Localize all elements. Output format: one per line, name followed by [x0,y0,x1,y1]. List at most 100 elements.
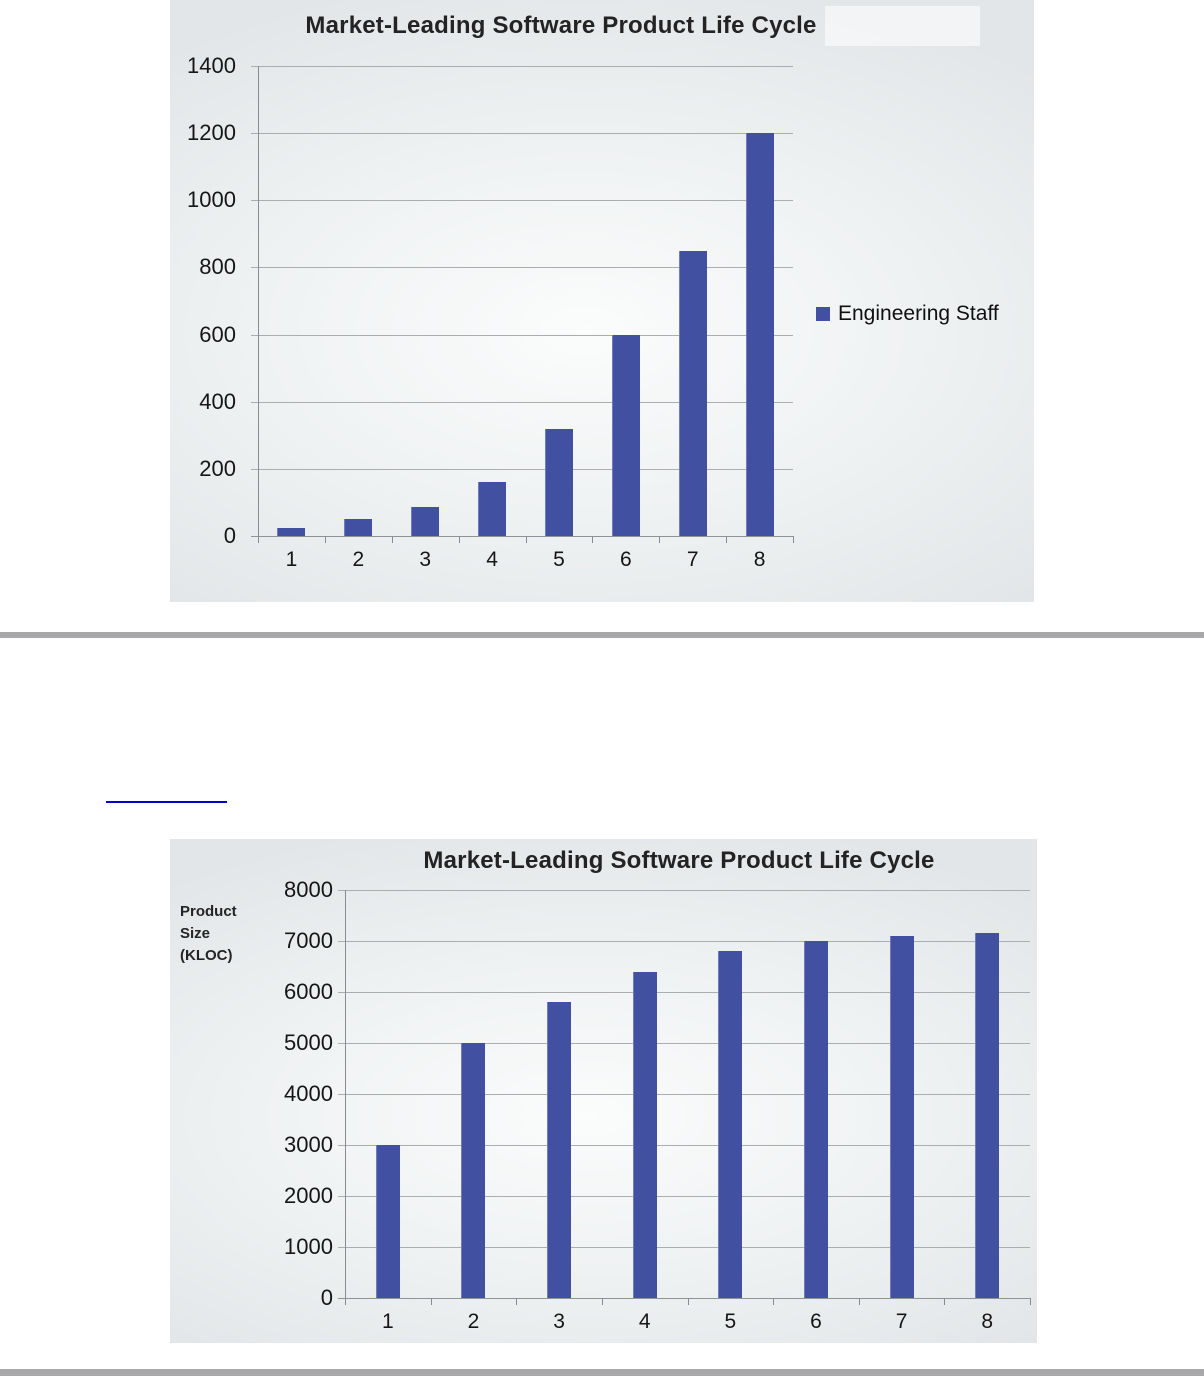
y-tick-label: 8000 [284,877,333,902]
x-axis-tick [258,536,259,543]
x-tick-label: 5 [553,548,565,571]
x-axis-tick [324,536,326,543]
bar-category-5 [544,428,573,536]
gridline-1200 [251,133,793,135]
y-tick-label: 1000 [187,187,236,213]
y-tick-label: 2000 [284,1183,333,1208]
y-tick-label: 6000 [284,979,333,1004]
legend-swatch-icon [816,307,830,321]
bar-category-1 [375,1145,400,1298]
gridline-6000 [338,992,1030,993]
x-axis-tick [516,1298,518,1305]
bar-category-8 [975,933,1000,1298]
x-tick-label: 6 [619,548,632,571]
bar-category-6 [611,334,640,536]
x-axis-tick [391,536,393,543]
x-tick-label: 7 [686,548,699,571]
x-axis-tick [793,536,794,543]
bar-category-8 [745,133,774,536]
bar-category-3 [411,507,440,536]
gridline-400 [251,401,793,403]
link-underline[interactable] [106,801,227,803]
gridline-4000 [338,1094,1030,1095]
y-tick-label: 800 [199,254,236,280]
gridline-600 [251,334,793,336]
gridline-0 [251,536,793,537]
gridline-200 [251,468,793,470]
y-tick-label: 600 [199,321,236,347]
x-axis-tick [525,536,527,543]
x-tick-label: 1 [381,1310,394,1333]
x-tick-label: 3 [553,1310,565,1333]
bar-category-4 [632,971,657,1298]
bar-category-2 [461,1043,486,1298]
chart-panel-product-size: Market-Leading Software Product Life Cyc… [170,839,1037,1343]
x-axis-tick [1030,1298,1031,1305]
page-bottom-divider [0,1369,1204,1376]
gridline-3000 [338,1145,1030,1146]
x-tick-label: 2 [352,548,365,571]
y-tick-label: 1000 [284,1234,333,1259]
x-axis-tick [944,1298,946,1305]
x-axis-tick [458,536,460,543]
x-tick-label: 4 [486,548,498,571]
bar-category-4 [478,482,507,536]
legend-label: Engineering Staff [838,302,999,325]
gridline-1000 [251,200,793,202]
x-axis-tick [687,1298,689,1305]
legend: Engineering Staff [816,302,999,326]
gridline-800 [251,267,793,269]
gridline-1000 [338,1247,1030,1248]
y-tick-label: 5000 [284,1030,333,1055]
bar-category-1 [277,527,306,536]
y-axis-line [345,890,346,1305]
y-axis-label-line: (KLOC) [180,946,233,964]
bar-category-3 [547,1002,572,1298]
bar-category-6 [803,941,828,1298]
bar-category-5 [718,951,743,1298]
chart-title: Market-Leading Software Product Life Cyc… [423,847,935,874]
y-tick-label: 400 [199,388,236,414]
x-tick-label: 8 [981,1310,994,1333]
y-tick-label: 200 [199,455,236,481]
x-tick-label: 3 [419,548,432,571]
gridline-0 [338,1298,1030,1299]
x-axis-tick [430,1298,432,1305]
x-tick-label: 5 [724,1310,737,1333]
x-axis-tick [858,1298,860,1305]
gridline-7000 [338,941,1030,942]
bar-category-2 [344,519,373,536]
y-tick-label: 7000 [284,928,333,953]
gridline-1400 [251,66,793,67]
y-tick-label: 1200 [187,120,236,146]
gridline-2000 [338,1196,1030,1197]
x-tick-label: 1 [285,548,298,571]
x-tick-label: 7 [895,1310,908,1333]
y-tick-label: 4000 [284,1081,333,1106]
y-axis-line [258,66,259,543]
y-tick-label: 1400 [187,53,236,78]
x-tick-label: 4 [638,1310,651,1333]
section-divider [0,632,1204,638]
x-axis-tick [659,536,661,543]
y-axis-label: Product Size (KLOC) [180,901,237,966]
x-axis-tick [773,1298,775,1305]
x-tick-label: 2 [467,1310,480,1333]
x-axis-tick [345,1298,346,1305]
x-axis-tick [592,536,594,543]
x-tick-label: 8 [753,548,766,571]
chart-title: Market-Leading Software Product Life Cyc… [305,12,817,39]
y-axis-label-line: Product [180,903,237,920]
chart-panel-engineering-staff: Market-Leading Software Product Life Cyc… [170,0,1034,602]
y-tick-label: 3000 [284,1132,333,1157]
x-axis-tick [601,1298,603,1305]
x-axis-tick [726,536,728,543]
bar-category-7 [889,935,914,1298]
y-tick-label: 0 [320,1285,333,1310]
bar-category-7 [678,250,707,536]
x-tick-label: 6 [810,1310,822,1333]
gridline-5000 [338,1043,1030,1044]
y-tick-label: 0 [223,523,236,548]
gridline-8000 [338,890,1030,891]
background-highlight-patch [825,6,980,46]
